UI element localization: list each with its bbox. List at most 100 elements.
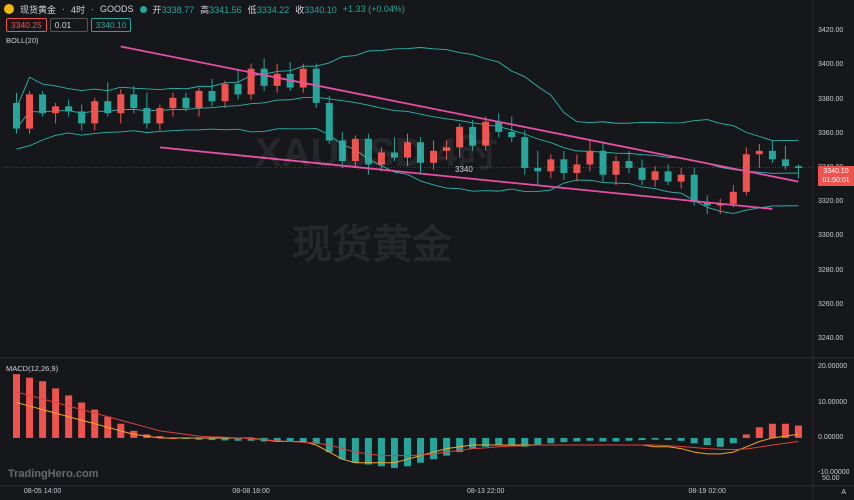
macd-histogram-bar <box>768 423 776 438</box>
buy-button[interactable]: 3340.10 <box>90 18 132 32</box>
candle-body <box>52 106 60 114</box>
macd-axis-label: 10.00000 <box>818 398 848 406</box>
price-axis-label: 3300.00 <box>818 232 844 240</box>
candle-body <box>703 202 711 206</box>
symbol-header: 现货黄金 · 4时 · GOODS 开3338.77 高3341.56 低333… <box>4 2 405 16</box>
macd-histogram-bar <box>377 437 385 467</box>
macd-axis-label: 20.00000 <box>818 363 848 371</box>
candle-body <box>247 68 255 95</box>
ohlc-open: 开3338.77 <box>152 4 195 15</box>
macd-histogram-bar <box>755 427 763 438</box>
candle-body <box>195 90 203 109</box>
candle-body <box>156 108 164 124</box>
candle-body <box>508 131 516 138</box>
candle-body <box>547 159 555 172</box>
candle-body <box>430 150 438 163</box>
candle-body <box>182 97 190 109</box>
price-axis-label: 3240.00 <box>818 334 844 342</box>
candle-body <box>78 111 86 124</box>
candle-body <box>768 150 776 160</box>
candle-body <box>716 203 724 206</box>
candle-body <box>417 142 425 163</box>
macd-histogram-bar <box>599 437 607 442</box>
sell-button[interactable]: 3340.25 <box>6 18 47 32</box>
candle-body <box>469 126 477 146</box>
trendline-upper <box>120 45 799 183</box>
time-axis-label: 08-13 22:00 <box>466 488 505 495</box>
order-panel: 3340.25 0.01 3340.10 <box>6 18 132 32</box>
source-label: GOODS <box>100 4 134 14</box>
gold-coin-icon <box>4 4 14 14</box>
quantity-input[interactable]: 0.01 <box>49 18 88 32</box>
candle-body <box>403 142 411 158</box>
price-axis-label: 3280.00 <box>818 266 844 274</box>
boll-indicator-label[interactable]: BOLL(20) <box>6 36 39 45</box>
macd-histogram-bar <box>794 425 802 438</box>
candle-body <box>39 94 47 114</box>
symbol-name[interactable]: 现货黄金 <box>20 4 57 15</box>
auto-scale-button[interactable]: A <box>841 489 846 496</box>
macd-histogram-bar <box>430 437 438 460</box>
macd-histogram-bar <box>299 437 307 443</box>
time-axis-label: 08-19 02:00 <box>688 488 726 495</box>
macd-histogram-bar <box>560 437 568 443</box>
candle-body <box>482 121 490 146</box>
macd-line <box>16 402 799 464</box>
candle-body <box>351 138 359 162</box>
candle-body <box>364 138 372 165</box>
macd-histogram-bar <box>495 437 503 446</box>
macd-histogram-bar <box>521 437 529 447</box>
candle-body <box>299 68 307 88</box>
candle-body <box>781 159 789 167</box>
ohlc-close: 收3340.10 <box>295 4 337 15</box>
candle-body <box>325 102 333 141</box>
macd-histogram-bar <box>729 437 737 444</box>
boll-upper-band <box>16 47 799 142</box>
candle-body <box>208 90 216 102</box>
interval-label[interactable]: 4时 <box>71 4 86 15</box>
price-axis-label: 3260.00 <box>818 300 844 308</box>
macd-indicator-label[interactable]: MACD(12,26,9) <box>6 364 59 373</box>
candle-body <box>651 171 659 180</box>
market-status-icon <box>139 5 147 13</box>
candle-body <box>273 73 281 86</box>
time-axis-label: 08-08 18:00 <box>232 488 270 495</box>
candle-body <box>390 152 398 158</box>
macd-axis-label: -10.00000 <box>818 469 850 477</box>
separator: · <box>91 4 95 14</box>
trendline-lower <box>159 146 773 210</box>
time-axis-label: 08-05 14:00 <box>23 488 62 495</box>
macd-histogram-bar <box>716 437 724 447</box>
separator: · <box>62 4 66 14</box>
macd-histogram-bar <box>156 436 164 438</box>
macd-signal-line <box>16 391 799 457</box>
candle-body <box>91 101 99 124</box>
candle-body <box>586 150 594 165</box>
candle-body <box>599 150 607 175</box>
macd-histogram-bar <box>456 437 464 453</box>
price-axis-label: 3420.00 <box>818 27 844 35</box>
macd-axis-bottom-label: 50.00 <box>822 475 840 482</box>
price-axis-label: 3400.00 <box>818 61 844 69</box>
macd-histogram-bar <box>651 437 659 440</box>
candle-countdown: 01:50:01 <box>822 177 850 184</box>
macd-histogram-bar <box>234 437 242 441</box>
candle-body <box>443 147 451 151</box>
candle-body <box>521 137 529 168</box>
candle-body <box>65 106 73 112</box>
macd-histogram-bar <box>690 437 698 444</box>
candle-body <box>612 161 620 175</box>
ohlc-high: 高3341.56 <box>200 4 242 15</box>
macd-histogram-bar <box>351 437 359 463</box>
macd-histogram-bar <box>443 437 451 456</box>
macd-histogram-bar <box>586 437 594 441</box>
candle-body <box>377 152 385 165</box>
current-price-value: 3340.10 <box>823 168 849 175</box>
candle-body <box>143 108 151 124</box>
macd-histogram-bar <box>612 437 620 442</box>
candle-body <box>26 94 34 129</box>
price-axis-label: 3360.00 <box>818 129 844 137</box>
inline-price-label: 3340 <box>455 165 473 174</box>
candle-body <box>534 167 542 172</box>
